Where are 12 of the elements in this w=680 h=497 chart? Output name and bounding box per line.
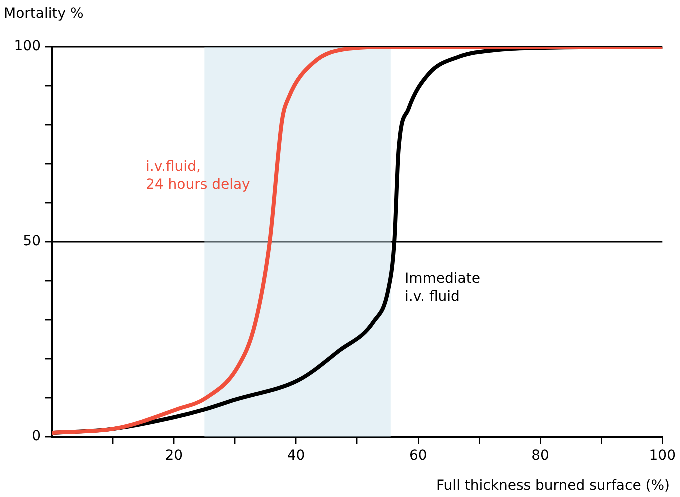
x-tick-label: 40 [287,448,306,464]
series-label: i.v.fluid, 24 hours delay [146,158,250,194]
x-tick-label: 20 [165,448,184,464]
y-axis-title: Mortality % [4,6,84,22]
x-tick-label: 60 [409,448,428,464]
y-tick-label: 100 [14,38,41,55]
x-tick-label: 100 [649,448,676,464]
y-tick-label: 50 [23,234,41,250]
y-tick-label: 0 [32,428,41,445]
series-label: Immediate i.v. fluid [405,270,480,306]
x-tick-label: 80 [532,448,550,464]
x-axis-title: Full thickness burned surface (%) [436,478,670,494]
